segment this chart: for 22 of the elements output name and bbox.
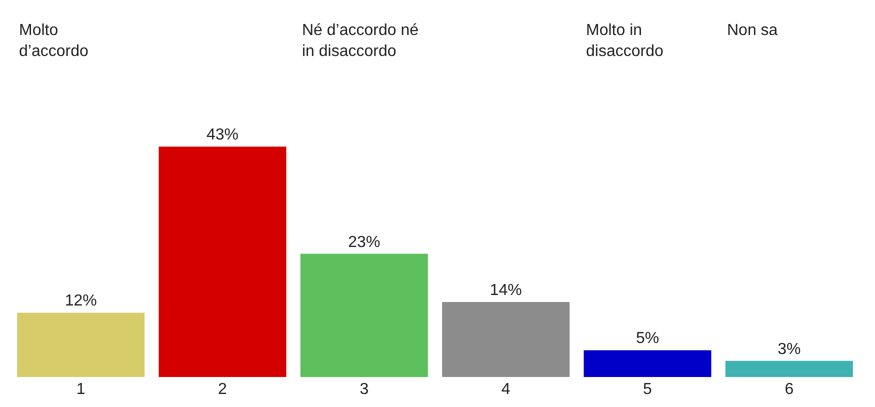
bar [300,254,428,377]
text: Molto d’accordo [19,22,88,60]
bar [442,302,570,377]
x-tick-label: 6 [784,381,794,398]
bar [584,350,712,377]
data-label: 5% [636,330,660,348]
text: Molto in disaccordo [586,22,664,60]
data-label: 43% [206,126,239,144]
x-tick-label: 1 [76,381,86,398]
data-label: 3% [778,340,801,358]
bar [17,312,145,377]
x-tick-label: 2 [218,381,228,398]
x-tick-label: 3 [360,381,369,398]
bar [725,360,853,377]
data-label: 14% [490,282,522,300]
bar [158,146,286,377]
x-tick-label: 4 [501,381,510,398]
data-label: 12% [64,292,97,310]
text: Né d’accordo né in disaccordo [302,22,419,60]
data-label: 23% [348,234,380,251]
x-tick-label: 5 [643,381,652,398]
text: Non sa [727,22,778,39]
